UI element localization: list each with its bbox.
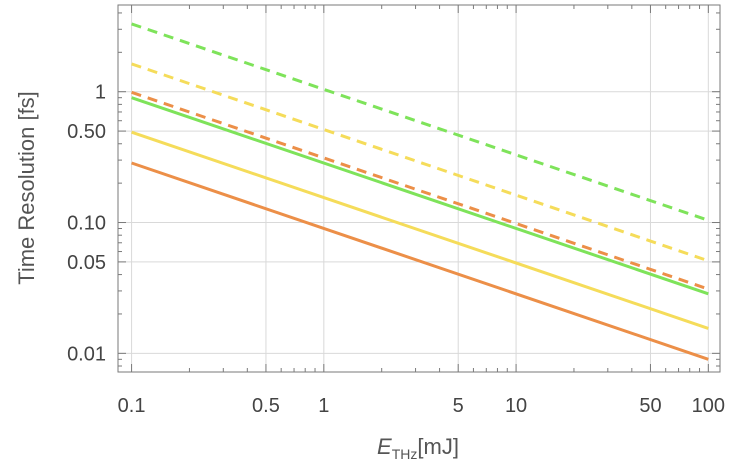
x-axis-title-unit: [mJ] (417, 434, 459, 459)
series-line-4-solid (131, 96, 709, 296)
series-line-5-solid (131, 130, 709, 330)
y-tick-label: 0.05 (67, 252, 106, 274)
x-tick-label: 5 (453, 395, 464, 417)
y-tick-label: 0.01 (67, 343, 106, 365)
x-axis-title-main: E (377, 434, 392, 459)
x-tick-label: 100 (692, 395, 725, 417)
x-tick-label: 1 (318, 395, 329, 417)
y-axis-title: Time Resolution [fs] (14, 91, 39, 285)
x-tick-label: 50 (639, 395, 661, 417)
series-group (131, 22, 709, 361)
axis-ticks (118, 5, 720, 372)
y-tick-label: 0.10 (67, 213, 106, 235)
tick-labels: 0.1 0.5 1 5 10 50 100 0.01 0.05 0.10 0.50 1 (67, 82, 725, 417)
x-axis-title: ETHz[mJ] (377, 434, 459, 462)
y-tick-label: 1 (95, 82, 106, 104)
x-tick-label: 0.5 (252, 395, 280, 417)
x-tick-label: 0.1 (118, 395, 146, 417)
y-tick-label: 0.50 (67, 121, 106, 143)
plot-frame (117, 4, 721, 373)
series-line-6-solid (131, 161, 709, 361)
x-axis-title-subscript: THz (392, 446, 418, 462)
x-tick-label: 10 (505, 395, 527, 417)
